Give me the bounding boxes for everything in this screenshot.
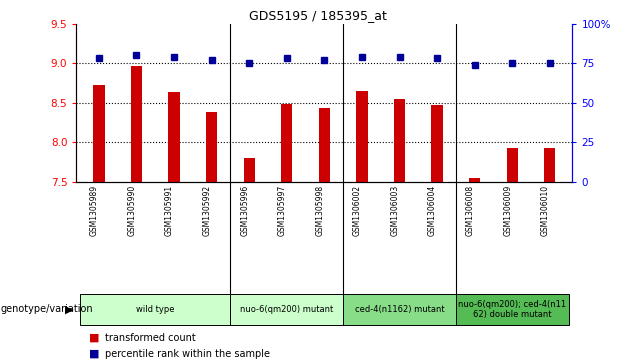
Text: GSM1306008: GSM1306008	[466, 185, 474, 236]
Text: GSM1305997: GSM1305997	[278, 185, 287, 236]
Text: percentile rank within the sample: percentile rank within the sample	[105, 349, 270, 359]
Text: nuo-6(qm200); ced-4(n11
62) double mutant: nuo-6(qm200); ced-4(n11 62) double mutan…	[458, 300, 566, 319]
Text: GSM1305991: GSM1305991	[165, 185, 174, 236]
Text: genotype/variation: genotype/variation	[1, 305, 93, 314]
Bar	[431, 105, 443, 182]
Bar	[544, 148, 555, 182]
Bar	[469, 178, 480, 182]
Bar	[206, 112, 218, 182]
Bar	[131, 66, 142, 182]
Bar	[281, 104, 293, 182]
Bar	[394, 99, 405, 182]
Text: GSM1305989: GSM1305989	[90, 185, 99, 236]
Text: GSM1305996: GSM1305996	[240, 185, 249, 236]
Text: ▶: ▶	[65, 305, 73, 314]
Bar	[319, 108, 330, 182]
Text: GSM1306002: GSM1306002	[353, 185, 362, 236]
Text: GSM1306004: GSM1306004	[428, 185, 437, 236]
Bar	[169, 92, 179, 182]
Text: GSM1306010: GSM1306010	[541, 185, 550, 236]
Text: GSM1305992: GSM1305992	[203, 185, 212, 236]
Bar	[356, 91, 368, 182]
Text: transformed count: transformed count	[105, 333, 196, 343]
Text: wild type: wild type	[136, 305, 174, 314]
FancyBboxPatch shape	[230, 294, 343, 325]
Bar	[507, 148, 518, 182]
FancyBboxPatch shape	[343, 294, 456, 325]
Text: GSM1306009: GSM1306009	[503, 185, 512, 236]
Text: GSM1305990: GSM1305990	[127, 185, 137, 236]
Text: ■: ■	[89, 333, 100, 343]
Text: GDS5195 / 185395_at: GDS5195 / 185395_at	[249, 9, 387, 22]
Text: nuo-6(qm200) mutant: nuo-6(qm200) mutant	[240, 305, 333, 314]
Text: ■: ■	[89, 349, 100, 359]
FancyBboxPatch shape	[456, 294, 569, 325]
Text: ced-4(n1162) mutant: ced-4(n1162) mutant	[355, 305, 445, 314]
Text: GSM1306003: GSM1306003	[391, 185, 399, 236]
Bar	[93, 85, 104, 182]
Bar	[244, 158, 255, 182]
FancyBboxPatch shape	[80, 294, 230, 325]
Text: GSM1305998: GSM1305998	[315, 185, 324, 236]
